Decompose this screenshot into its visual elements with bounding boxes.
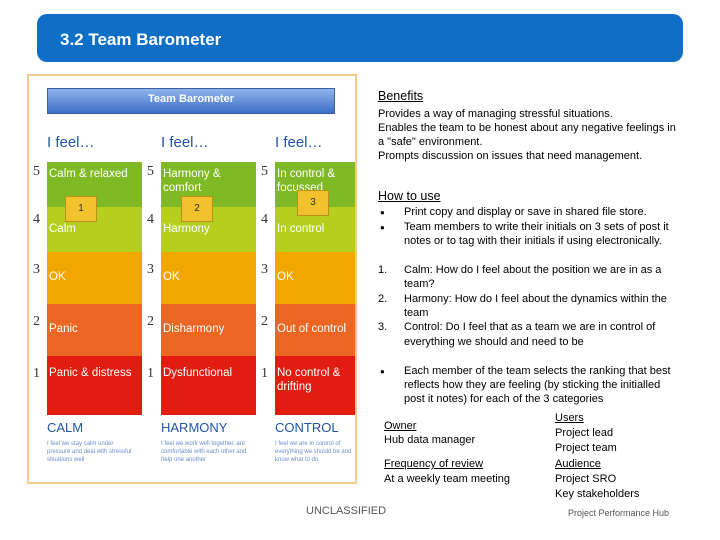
step-number: 2. <box>378 293 388 305</box>
band-5: In control & focussed <box>275 162 355 207</box>
scale-4: 4 <box>261 212 268 227</box>
frequency-value: At a weekly team meeting <box>384 473 510 485</box>
scale-4: 4 <box>33 212 40 227</box>
band-label: Disharmony <box>163 323 225 335</box>
how-line: reflects how they are feeling (by sticki… <box>404 379 661 391</box>
column-2-desc: I feel we work well together, are comfor… <box>161 441 247 463</box>
barometer-header: Team Barometer <box>47 88 335 114</box>
benefits-line: a "safe" environment. <box>378 136 483 148</box>
band-1: Panic & distress <box>47 356 142 415</box>
step-line: team? <box>404 278 435 290</box>
band-label: Panic & distress <box>49 367 132 379</box>
scale-4: 4 <box>147 212 154 227</box>
bullet-icon: ● <box>380 367 385 376</box>
column-calm: Calm & relaxed Calm OK Panic Panic & dis… <box>47 162 142 415</box>
column-control: In control & focussed In control OK Out … <box>275 162 355 415</box>
band-2: Disharmony <box>161 304 256 356</box>
owner-value: Hub data manager <box>384 434 476 446</box>
band-label: OK <box>49 271 66 283</box>
band-3: OK <box>47 252 142 304</box>
scale-1: 1 <box>261 366 268 381</box>
band-5: Calm & relaxed <box>47 162 142 207</box>
scale-3: 3 <box>33 262 40 277</box>
how-to-use-heading: How to use <box>378 189 441 203</box>
scale-5: 5 <box>147 164 154 179</box>
band-2: Out of control <box>275 304 355 356</box>
scale-1: 1 <box>147 366 154 381</box>
bullet-icon: ● <box>380 208 385 217</box>
step-line: Control: Do I feel that as a team we are… <box>404 321 656 333</box>
users-value: Project team <box>555 442 617 454</box>
band-label: Panic <box>49 323 78 335</box>
column-2-ifeel: I feel… <box>161 134 209 151</box>
column-1-title: CALM <box>47 420 84 435</box>
scale-3: 3 <box>147 262 154 277</box>
owner-heading: Owner <box>384 420 417 432</box>
column-1-desc: I feel we stay calm under pressure and d… <box>47 441 132 463</box>
scale-3: 3 <box>261 262 268 277</box>
column-3-title: CONTROL <box>275 420 339 435</box>
band-label: Out of control <box>277 323 347 335</box>
band-label: Calm & relaxed <box>49 168 128 180</box>
title-bar <box>37 14 683 62</box>
band-1: No control & drifting <box>275 356 355 415</box>
benefits-line: Prompts discussion on issues that need m… <box>378 150 643 162</box>
footer-brand: Project Performance Hub <box>568 508 670 518</box>
how-line: Team members to write their initials on … <box>404 221 669 233</box>
column-2-title: HARMONY <box>161 420 228 435</box>
band-label: In control <box>277 223 325 235</box>
scale-2: 2 <box>261 314 268 329</box>
how-line: Print copy and display or save in shared… <box>404 206 647 218</box>
step-line: everything we should and need to be <box>404 336 584 348</box>
scale-5: 5 <box>33 164 40 179</box>
band-label: Calm <box>49 223 76 235</box>
benefits-line: Provides a way of managing stressful sit… <box>378 108 613 120</box>
scale-1: 1 <box>33 366 40 381</box>
scale-2: 2 <box>33 314 40 329</box>
column-harmony: Harmony & comfort Harmony OK Disharmony … <box>161 162 256 415</box>
post-it-note: 3 <box>297 190 329 216</box>
band-3: OK <box>275 252 355 304</box>
band-label: No control & drifting <box>277 367 341 393</box>
audience-value: Key stakeholders <box>555 488 640 500</box>
band-2: Panic <box>47 304 142 356</box>
audience-value: Project SRO <box>555 473 617 485</box>
how-line: post it notes) for each of the 3 categor… <box>404 393 604 405</box>
step-number: 1. <box>378 264 388 276</box>
band-1: Dysfunctional <box>161 356 256 415</box>
band-label: OK <box>163 271 180 283</box>
benefits-heading: Benefits <box>378 89 424 103</box>
users-value: Project lead <box>555 427 614 439</box>
classification-label: UNCLASSIFIED <box>306 505 387 517</box>
scale-2: 2 <box>147 314 154 329</box>
step-line: Harmony: How do I feel about the dynamic… <box>404 293 667 305</box>
users-heading: Users <box>555 412 584 424</box>
band-3: OK <box>161 252 256 304</box>
column-3-ifeel: I feel… <box>275 134 323 151</box>
column-3-desc: I feel we are in control of everything w… <box>275 441 352 463</box>
how-line: notes or to tag with their initials if u… <box>404 235 662 247</box>
band-label: OK <box>277 271 294 283</box>
audience-heading: Audience <box>555 458 601 470</box>
bullet-icon: ● <box>380 223 385 232</box>
scale-5: 5 <box>261 164 268 179</box>
how-line: Each member of the team selects the rank… <box>404 365 671 377</box>
benefits-line: Enables the team to be honest about any … <box>378 122 676 134</box>
step-line: Calm: How do I feel about the position w… <box>404 264 662 276</box>
frequency-heading: Frequency of review <box>384 458 484 470</box>
step-number: 3. <box>378 321 388 333</box>
column-1-ifeel: I feel… <box>47 134 95 151</box>
post-it-note: 1 <box>65 196 97 222</box>
step-line: team <box>404 307 429 319</box>
band-label: Harmony <box>163 223 210 235</box>
team-barometer-figure: Team Barometer I feel… 5 4 3 2 1 Calm & … <box>27 74 357 484</box>
slide-title: 3.2 Team Barometer <box>60 30 222 49</box>
band-label: Dysfunctional <box>163 367 233 379</box>
barometer-header-text: Team Barometer <box>148 93 234 105</box>
post-it-note: 2 <box>181 196 213 222</box>
band-label: Harmony & comfort <box>163 168 221 194</box>
